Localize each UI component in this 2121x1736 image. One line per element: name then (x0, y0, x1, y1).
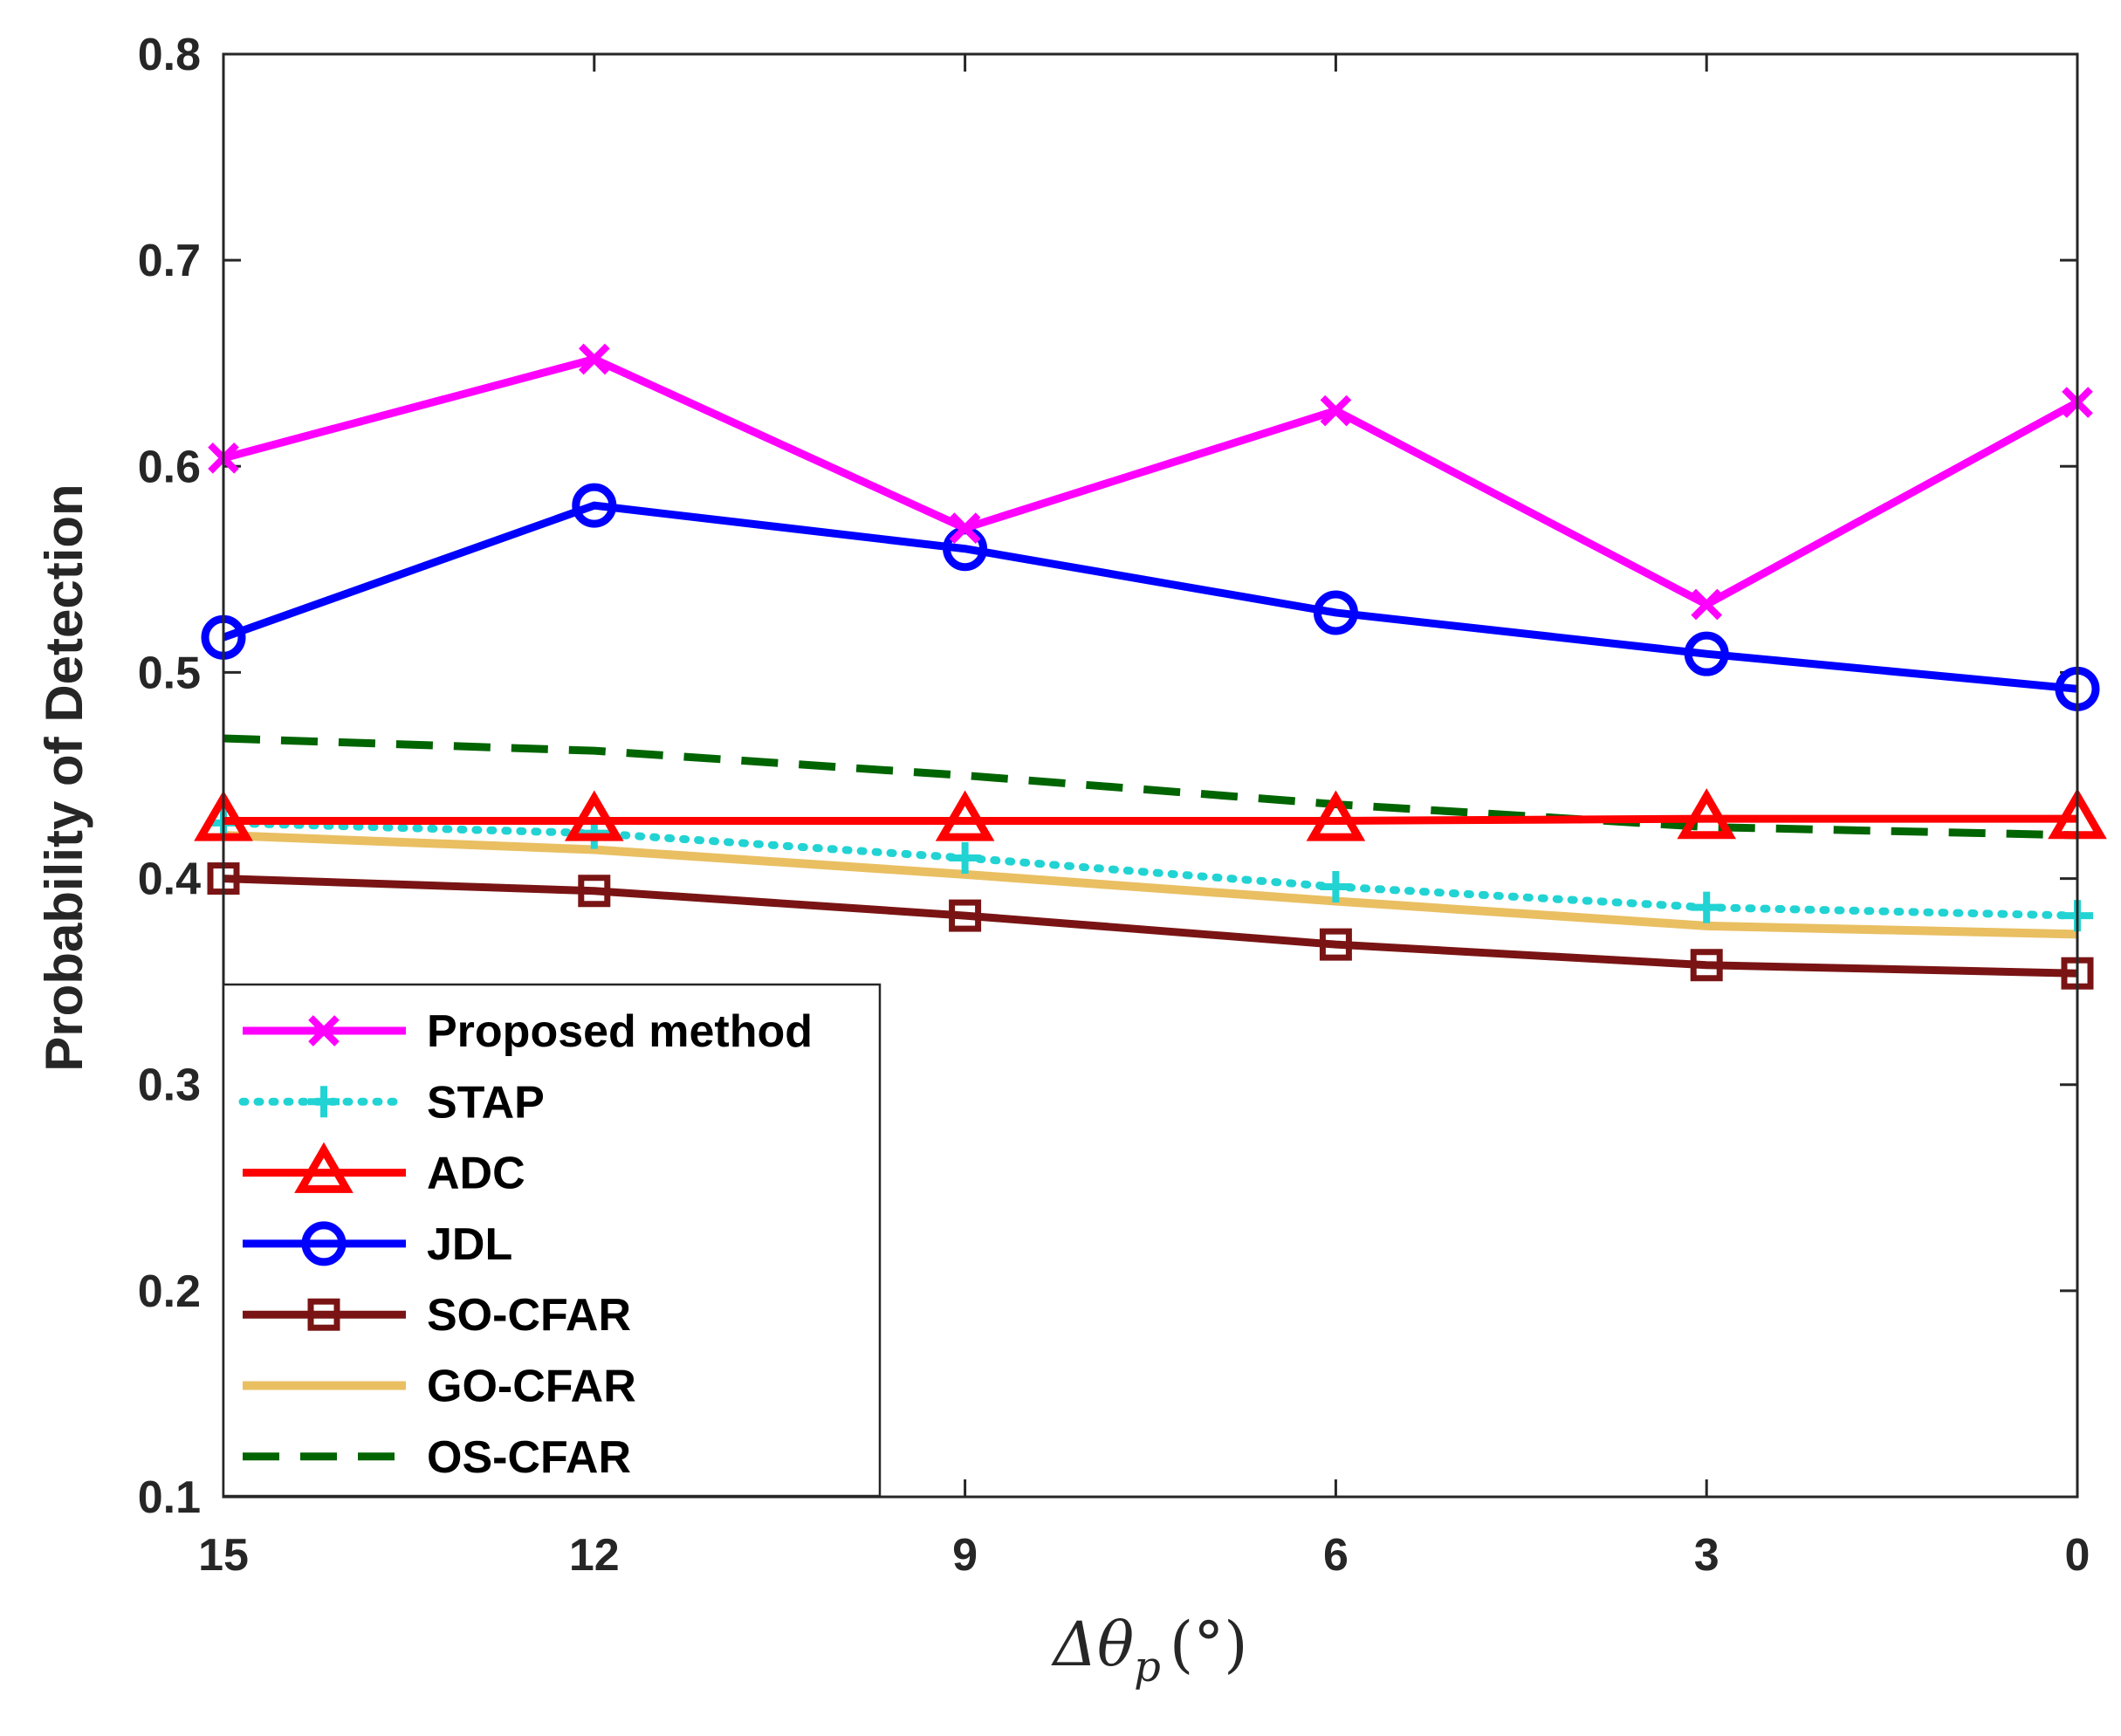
legend-marker-jdl (301, 1221, 347, 1266)
x-axis-label-symbol: Δθ (1050, 1609, 1134, 1680)
data-point-adc (564, 790, 624, 841)
x-tick-label: 9 (952, 1530, 978, 1581)
y-tick-label: 0.7 (138, 236, 201, 286)
legend-entry-so-cfar: SO-CFAR (243, 1290, 631, 1341)
legend-entry-stap: STAP (238, 1077, 545, 1128)
x-tick-label: 0 (2065, 1530, 2090, 1581)
y-tick-label: 0.5 (138, 648, 201, 698)
data-point-jdl (572, 483, 617, 528)
series-line-proposed-method (222, 354, 2080, 609)
legend-entry-os-cfar: OS-CFAR (243, 1432, 631, 1483)
legend-label-jdl: JDL (427, 1219, 512, 1270)
legend-entry-proposed-method: Proposed method (243, 1006, 813, 1057)
y-tick-label: 0.4 (138, 854, 201, 905)
data-point-proposed-method (1320, 395, 1352, 427)
legend-entry-jdl: JDL (243, 1219, 512, 1270)
x-axis-label-subscript: p (1134, 1643, 1161, 1691)
series-line-os-cfar (223, 734, 2078, 840)
series-line-go-cfar (223, 830, 2078, 939)
data-point-so-cfar (949, 899, 982, 932)
legend-marker-so-cfar (307, 1298, 340, 1331)
data-point-adc (1306, 790, 1366, 841)
data-point-jdl (1684, 631, 1729, 676)
legend-entry-go-cfar: GO-CFAR (243, 1362, 636, 1412)
series-line-so-cfar (223, 875, 2078, 978)
data-point-stap (1320, 871, 1352, 903)
legend-label-so-cfar: SO-CFAR (427, 1290, 631, 1341)
legend-marker-adc (294, 1142, 354, 1193)
x-tick-label: 12 (569, 1530, 620, 1581)
x-tick-label: 6 (1323, 1530, 1349, 1581)
y-tick-label: 0.3 (138, 1060, 201, 1111)
legend-marker-stap (308, 1086, 340, 1118)
y-tick-label: 0.6 (138, 442, 201, 492)
x-axis-label: Δθp (°) (1050, 1609, 1247, 1691)
data-point-adc (1677, 788, 1737, 840)
y-axis-label: Probability of Detection (35, 484, 93, 1071)
data-point-adc (935, 790, 995, 841)
y-tick-label: 0.2 (138, 1266, 201, 1317)
data-point-jdl (1313, 590, 1358, 635)
plot-frame (222, 52, 2079, 1499)
data-point-so-cfar (578, 875, 611, 908)
y-tick-label: 0.8 (138, 30, 201, 80)
legend-label-stap: STAP (427, 1077, 545, 1128)
x-axis-label-unit: (°) (1170, 1609, 1248, 1680)
data-point-so-cfar (1319, 928, 1352, 961)
y-tick-label: 0.1 (138, 1472, 201, 1523)
legend-label-os-cfar: OS-CFAR (427, 1432, 631, 1483)
x-tick-label: 15 (198, 1530, 249, 1581)
x-tick-labels: 15 12 9 6 3 0 (198, 1530, 2090, 1581)
data-point-stap (1691, 891, 1723, 923)
data-point-proposed-method (949, 512, 981, 544)
series-line-stap (219, 819, 2082, 920)
series-adc (194, 788, 2107, 841)
legend-label-proposed-method: Proposed method (427, 1006, 813, 1057)
series-proposed-method (208, 343, 2093, 621)
data-point-proposed-method (1691, 588, 1723, 621)
series-go-cfar (223, 830, 2078, 939)
data-point-so-cfar (1690, 949, 1723, 982)
data-point-stap (949, 841, 981, 874)
legend-entry-adc: ADC (243, 1142, 525, 1199)
y-tick-labels: 0.1 0.2 0.3 0.4 0.5 0.6 0.7 0.8 (138, 30, 201, 1523)
legend-label-adc: ADC (427, 1149, 525, 1199)
series-so-cfar (207, 862, 2094, 990)
series-line-jdl (222, 501, 2078, 693)
legend: Proposed method STAP ADC JDL SO-CFAR GO-CFAR O… (222, 983, 882, 1498)
x-tick-label: 3 (1694, 1530, 1719, 1581)
legend-label-go-cfar: GO-CFAR (427, 1362, 636, 1412)
legend-marker-proposed-method (308, 1015, 340, 1046)
series-line-adc (223, 814, 2077, 825)
data-point-proposed-method (578, 343, 610, 375)
series-os-cfar (223, 734, 2078, 840)
series-layer (194, 343, 2107, 990)
